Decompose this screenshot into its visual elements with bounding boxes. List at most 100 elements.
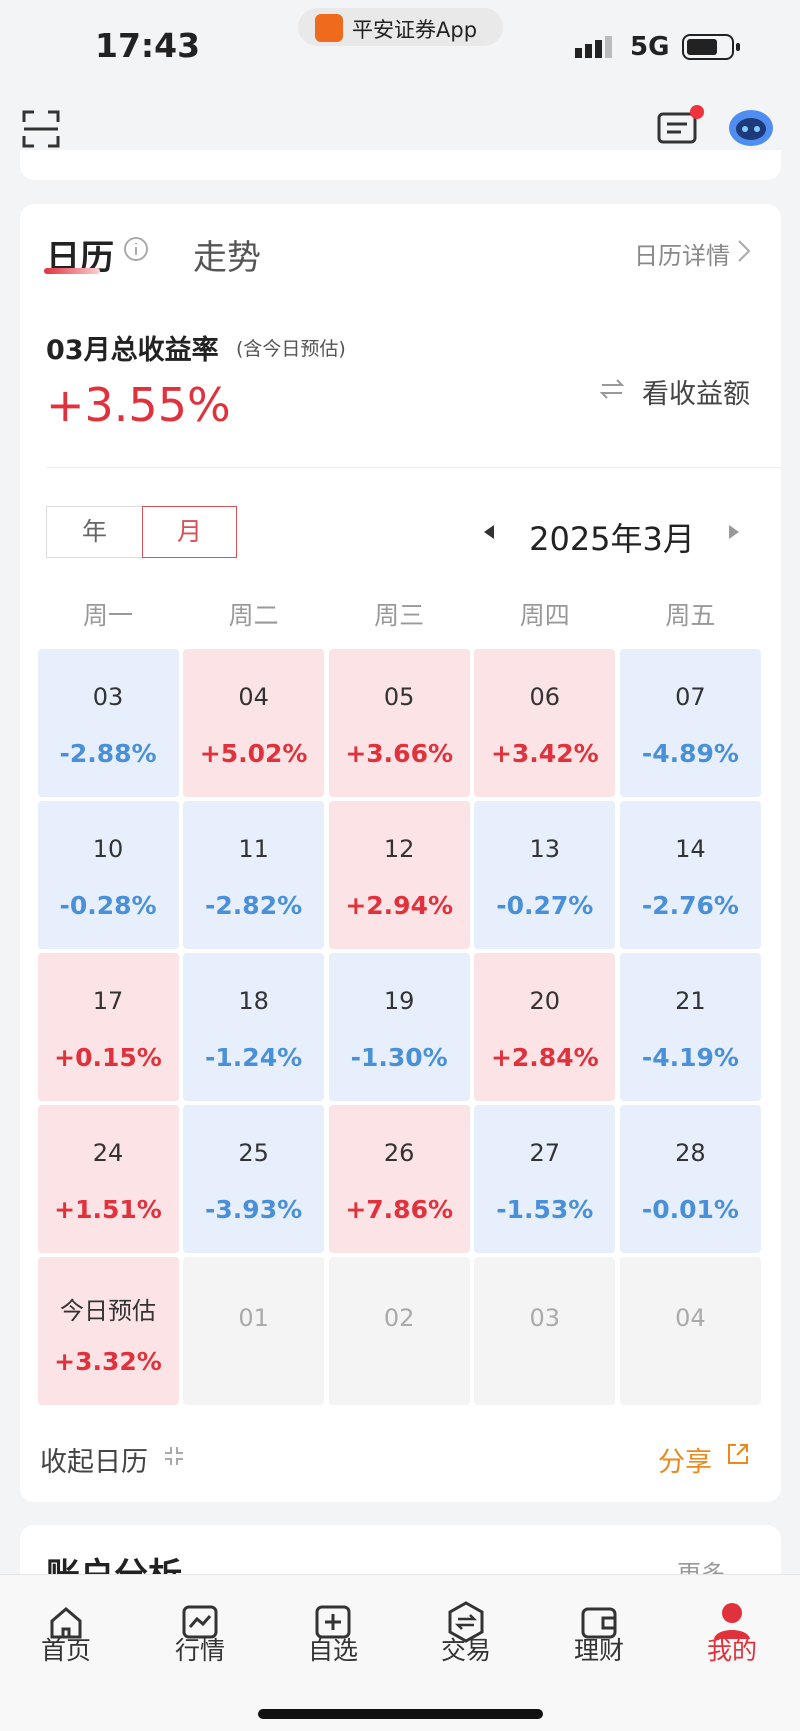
day-label: 24 [92, 1139, 124, 1167]
chevron [738, 240, 751, 262]
day-return: -0.27% [496, 891, 594, 920]
day-return: +3.32% [54, 1347, 162, 1376]
day-label: 14 [675, 835, 706, 863]
day-cell[interactable]: 11 -2.82% [183, 801, 325, 949]
day-return: +3.66% [345, 739, 454, 768]
day-return: -0.28% [59, 891, 157, 920]
day-cell[interactable]: 14 -2.76% [619, 801, 761, 949]
day-cell[interactable]: 25 -3.93% [183, 1105, 325, 1253]
day-cell[interactable]: 03 -2.88% [37, 649, 179, 797]
day-label: 今日预估 [60, 1297, 156, 1325]
nav-item[interactable]: 理财 [573, 1636, 624, 1665]
share-icon [728, 1444, 748, 1464]
nav-item[interactable]: 首页 [40, 1636, 91, 1665]
scan-button[interactable] [22, 110, 60, 148]
day-label: 21 [675, 987, 706, 1015]
period-month[interactable]: 月 [142, 506, 237, 558]
weekday: 周五 [665, 601, 716, 630]
day-return: +0.15% [54, 1043, 162, 1072]
day-label: 01 [238, 1304, 269, 1332]
month-label: 2025年3月 [529, 520, 695, 558]
day-label: 06 [529, 683, 561, 711]
day-cell[interactable]: 19 -1.30% [328, 953, 470, 1101]
app-name: 平安证券App [352, 18, 478, 42]
swap-icon [600, 379, 624, 399]
day-return: +3.42% [490, 739, 599, 768]
day-cell[interactable]: 07 -4.89% [619, 649, 761, 797]
info-icon[interactable] [123, 236, 149, 262]
day-cell[interactable]: 04 +5.02% [183, 649, 325, 797]
nav-item[interactable]: 自选 [307, 1636, 358, 1665]
prev-month[interactable] [482, 524, 496, 540]
summary-value: +3.55% [46, 378, 231, 432]
day-return: -1.24% [205, 1043, 303, 1072]
day-cell[interactable]: 03 [474, 1257, 616, 1405]
day-return: +5.02% [199, 739, 308, 768]
day-cell[interactable]: 05 +3.66% [328, 649, 470, 797]
summary-label: 03月总收益率 [46, 335, 219, 366]
day-cell[interactable]: 今日预估 +3.32% [37, 1257, 179, 1405]
day-cell[interactable]: 12 +2.94% [328, 801, 470, 949]
day-cell[interactable]: 10 -0.28% [37, 801, 179, 949]
day-cell[interactable]: 06 +3.42% [474, 649, 616, 797]
nav-item[interactable]: 交易 [440, 1636, 491, 1665]
collapse-link[interactable]: 收起日历 [40, 1447, 148, 1478]
day-label: 27 [529, 1139, 561, 1167]
day-cell[interactable]: 21 -4.19% [619, 953, 761, 1101]
divider [46, 467, 781, 468]
day-label: 04 [238, 683, 269, 711]
next-month[interactable] [727, 524, 741, 540]
day-label: 20 [529, 987, 561, 1015]
robot-button[interactable] [726, 104, 776, 150]
day-return: -0.01% [641, 1195, 739, 1224]
day-cell[interactable]: 17 +0.15% [37, 953, 179, 1101]
day-cell[interactable]: 20 +2.84% [474, 953, 616, 1101]
day-label: 03 [529, 1304, 561, 1332]
weekday: 周二 [228, 601, 279, 630]
day-cell[interactable]: 24 +1.51% [37, 1105, 179, 1253]
day-label: 02 [383, 1304, 415, 1332]
nav-item[interactable]: 我的 [706, 1636, 757, 1665]
day-label: 11 [238, 835, 269, 863]
toggle-amount[interactable]: 看收益额 [642, 379, 750, 410]
detail-link[interactable]: 日历详情 [634, 242, 730, 270]
day-cell[interactable]: 04 [619, 1257, 761, 1405]
day-return: +1.51% [54, 1195, 162, 1224]
day-cell[interactable]: 18 -1.24% [183, 953, 325, 1101]
day-label: 13 [529, 835, 561, 863]
day-return: +7.86% [345, 1195, 454, 1224]
day-return: -1.53% [496, 1195, 594, 1224]
day-cell[interactable]: 13 -0.27% [474, 801, 616, 949]
day-cell[interactable]: 26 +7.86% [328, 1105, 470, 1253]
nav-icons [50, 1601, 750, 1643]
weekday: 周三 [374, 601, 425, 630]
day-label: 25 [238, 1139, 269, 1167]
network: 5G [630, 32, 670, 62]
day-label: 05 [383, 683, 415, 711]
day-cell[interactable]: 01 [183, 1257, 325, 1405]
collapse-icon [165, 1447, 183, 1465]
tab-indicator [44, 268, 100, 274]
day-return: -1.30% [350, 1043, 448, 1072]
day-cell[interactable]: 28 -0.01% [619, 1105, 761, 1253]
tab-trend[interactable]: 走势 [193, 238, 261, 278]
day-return: -3.93% [205, 1195, 303, 1224]
day-cell[interactable]: 02 [328, 1257, 470, 1405]
summary-note: (含今日预估) [236, 338, 346, 360]
weekday: 周四 [519, 601, 570, 630]
day-label: 12 [383, 835, 415, 863]
day-label: 28 [675, 1139, 706, 1167]
day-return: -2.82% [205, 891, 303, 920]
nav-item[interactable]: 行情 [174, 1636, 225, 1665]
period-year[interactable]: 年 [46, 506, 143, 558]
message-button[interactable] [655, 102, 707, 150]
day-return: +2.84% [490, 1043, 599, 1072]
day-cell[interactable]: 27 -1.53% [474, 1105, 616, 1253]
day-label: 19 [383, 987, 415, 1015]
day-label: 10 [92, 835, 124, 863]
day-return: -4.89% [641, 739, 739, 768]
day-label: 26 [383, 1139, 415, 1167]
time: 17:43 [95, 26, 201, 65]
share-link[interactable]: 分享 [658, 1447, 712, 1478]
